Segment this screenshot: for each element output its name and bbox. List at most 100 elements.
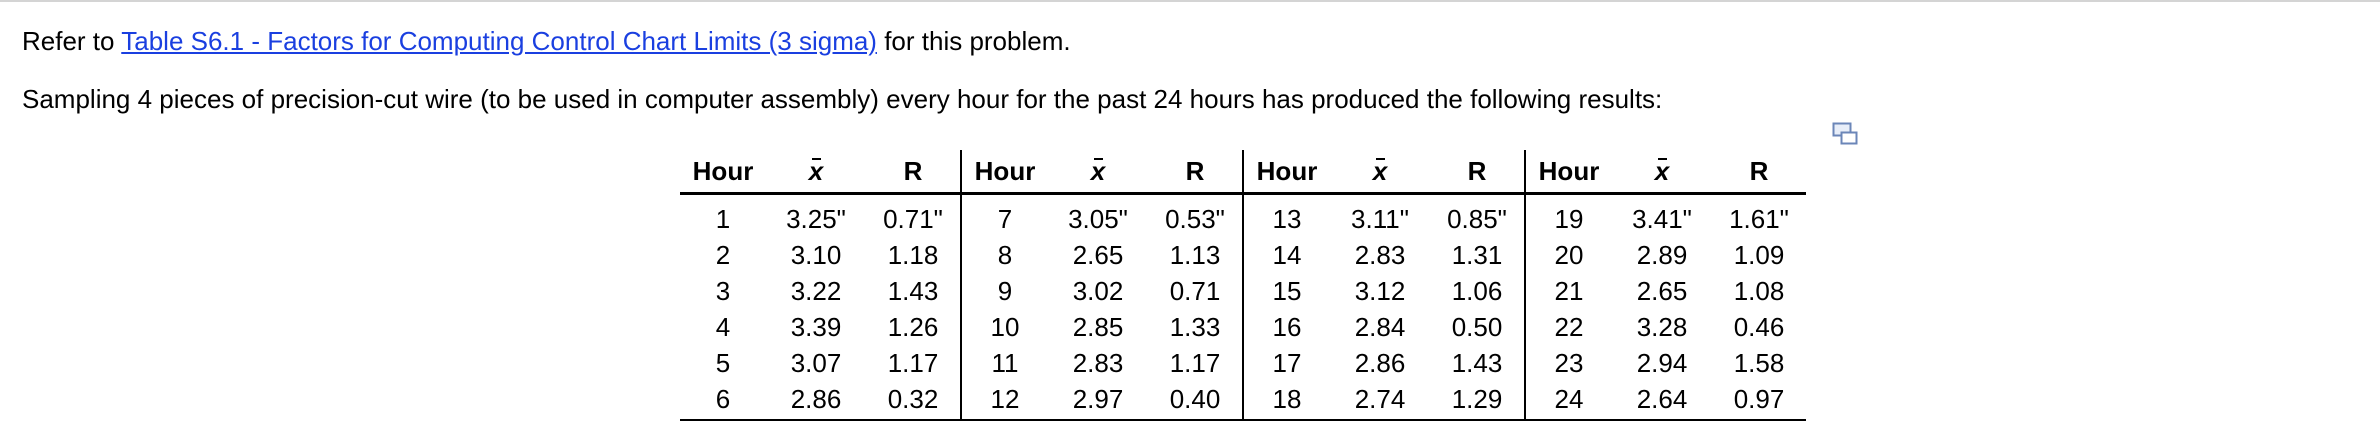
range-cell: 1.08 xyxy=(1733,275,1785,306)
range-cell: 0.97 xyxy=(1712,381,1806,421)
table-row: 1 3.25" 0.71" 7 3.05" 0.53" 13 3.11" 0.85" 19 3.41… xyxy=(680,193,1806,237)
xbar-cell: 3.07 xyxy=(790,347,842,378)
header-xbar: x xyxy=(1048,150,1148,195)
range-cell: 0.53" xyxy=(1165,203,1225,234)
problem-statement: Sampling 4 pieces of precision-cut wire … xyxy=(22,84,1663,114)
hour-cell: 19 xyxy=(1524,193,1612,237)
xbar-symbol: x xyxy=(1372,155,1388,186)
xbar-cell: 3.05" xyxy=(1068,203,1128,234)
range-cell: 0.71" xyxy=(883,203,943,234)
range-cell: 1.26 xyxy=(887,311,939,342)
range-cell: 1.43 xyxy=(887,275,939,306)
xbar-cell: 2.65 xyxy=(1072,239,1124,270)
xbar-cell: 2.97 xyxy=(1048,381,1148,421)
range-cell: 1.31 xyxy=(1451,239,1503,270)
range-cell: 1.61" xyxy=(1729,203,1789,234)
xbar-cell: 2.74 xyxy=(1330,381,1430,421)
xbar-cell: 2.83 xyxy=(1354,239,1406,270)
hour-cell: 14 xyxy=(1242,237,1330,273)
xbar-cell: 3.11" xyxy=(1351,203,1409,234)
range-cell: 0.40 xyxy=(1148,381,1243,421)
table-s6-1-link[interactable]: Table S6.1 - Factors for Computing Contr… xyxy=(121,26,877,56)
xbar-cell: 3.12 xyxy=(1354,275,1406,306)
range-cell: 0.85" xyxy=(1447,203,1507,234)
results-table: Hour x R Hour x R Hour x R Hour x R 1 3.2… xyxy=(680,150,1806,421)
range-cell: 0.32 xyxy=(866,381,961,421)
hour-cell: 15 xyxy=(1242,273,1330,309)
table-header-row: Hour x R Hour x R Hour x R Hour x R xyxy=(680,150,1806,195)
range-cell: 0.46 xyxy=(1733,311,1785,342)
header-hour: Hour xyxy=(1524,150,1612,195)
xbar-cell: 2.65 xyxy=(1636,275,1688,306)
table-row: 2 3.10 1.18 8 2.65 1.13 14 2.83 1.31 20 2.89 1.09 xyxy=(680,237,1806,273)
header-r: R xyxy=(1148,150,1243,195)
hour-cell: 24 xyxy=(1524,381,1612,421)
hour-cell: 16 xyxy=(1242,309,1330,345)
xbar-cell: 2.89 xyxy=(1636,239,1688,270)
hour-cell: 4 xyxy=(715,311,731,342)
hour-cell: 17 xyxy=(1242,345,1330,381)
xbar-cell: 3.10 xyxy=(790,239,842,270)
range-cell: 0.71 xyxy=(1169,275,1221,306)
hour-cell: 20 xyxy=(1524,237,1612,273)
xbar-cell: 3.22 xyxy=(790,275,842,306)
range-cell: 1.17 xyxy=(887,347,939,378)
xbar-cell: 2.83 xyxy=(1072,347,1124,378)
hour-cell: 22 xyxy=(1524,309,1612,345)
hour-cell: 13 xyxy=(1242,193,1330,237)
hour-cell: 12 xyxy=(960,381,1048,421)
xbar-cell: 2.94 xyxy=(1636,347,1688,378)
hour-cell: 10 xyxy=(960,309,1048,345)
range-cell: 1.09 xyxy=(1733,239,1785,270)
intro-paragraph: Refer to Table S6.1 - Factors for Comput… xyxy=(22,22,1071,60)
xbar-cell: 3.41" xyxy=(1632,203,1692,234)
hour-cell: 3 xyxy=(715,275,731,306)
intro-prefix: Refer to xyxy=(22,26,122,56)
expand-table-icon[interactable] xyxy=(1832,122,1858,146)
table-row: 5 3.07 1.17 11 2.83 1.17 17 2.86 1.43 23 2.94 1.58 xyxy=(680,345,1806,381)
top-divider xyxy=(0,0,2380,2)
range-cell: 1.13 xyxy=(1169,239,1221,270)
range-cell: 1.33 xyxy=(1169,311,1221,342)
xbar-cell: 3.39 xyxy=(790,311,842,342)
hour-cell: 11 xyxy=(960,345,1048,381)
hour-cell: 23 xyxy=(1524,345,1612,381)
range-cell: 0.50 xyxy=(1451,311,1503,342)
table-row: 6 2.86 0.32 12 2.97 0.40 18 2.74 1.29 24 2.64 0.97 xyxy=(680,381,1806,421)
header-r: R xyxy=(1430,150,1525,195)
xbar-cell: 2.86 xyxy=(1354,347,1406,378)
header-xbar: x xyxy=(1330,150,1430,195)
xbar-cell: 2.64 xyxy=(1612,381,1712,421)
hour-cell: 1 xyxy=(715,203,731,234)
range-cell: 1.29 xyxy=(1430,381,1525,421)
hour-cell: 18 xyxy=(1242,381,1330,421)
xbar-symbol: x xyxy=(1654,155,1670,186)
xbar-cell: 3.02 xyxy=(1072,275,1124,306)
header-xbar: x xyxy=(1612,150,1712,195)
table-body: 1 3.25" 0.71" 7 3.05" 0.53" 13 3.11" 0.85" 19 3.41… xyxy=(680,193,1806,421)
header-xbar: x xyxy=(766,150,866,195)
xbar-cell: 2.86 xyxy=(766,381,866,421)
hour-cell: 6 xyxy=(680,381,766,421)
xbar-symbol: x xyxy=(1090,155,1106,186)
header-r: R xyxy=(1712,150,1806,195)
hour-cell: 8 xyxy=(960,237,1048,273)
header-hour: Hour xyxy=(680,150,766,195)
xbar-cell: 3.25" xyxy=(786,203,846,234)
range-cell: 1.43 xyxy=(1451,347,1503,378)
hour-cell: 9 xyxy=(960,273,1048,309)
hour-cell: 2 xyxy=(715,239,731,270)
range-cell: 1.58 xyxy=(1733,347,1785,378)
table-row: 3 3.22 1.43 9 3.02 0.71 15 3.12 1.06 21 2.65 1.08 xyxy=(680,273,1806,309)
hour-cell: 7 xyxy=(960,193,1048,237)
intro-suffix: for this problem. xyxy=(876,26,1071,56)
table-row: 4 3.39 1.26 10 2.85 1.33 16 2.84 0.50 22 3.28 0.46 xyxy=(680,309,1806,345)
header-r: R xyxy=(866,150,961,195)
range-cell: 1.06 xyxy=(1451,275,1503,306)
header-hour: Hour xyxy=(960,150,1048,195)
hour-cell: 5 xyxy=(715,347,731,378)
xbar-cell: 2.84 xyxy=(1354,311,1406,342)
header-hour: Hour xyxy=(1242,150,1330,195)
xbar-cell: 2.85 xyxy=(1072,311,1124,342)
hour-cell: 21 xyxy=(1524,273,1612,309)
